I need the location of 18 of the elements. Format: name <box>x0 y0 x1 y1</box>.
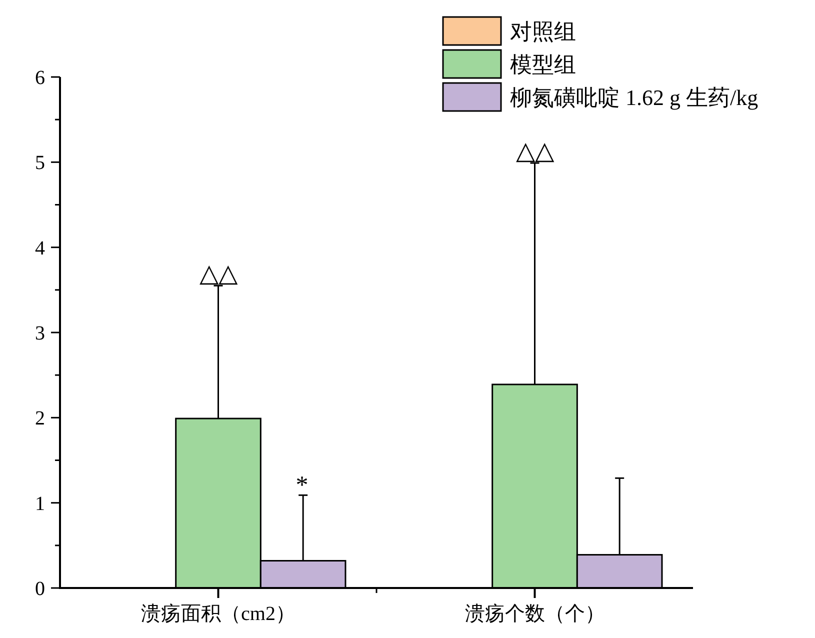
legend-item: 模型组 <box>442 49 576 79</box>
legend-label: 模型组 <box>510 52 576 77</box>
annotation: △△ <box>516 138 555 166</box>
y-tick-label: 5 <box>35 152 45 174</box>
legend-item: 柳氮磺吡啶 1.62 g 生药/kg <box>442 82 758 112</box>
y-tick-label: 4 <box>35 237 45 260</box>
y-tick-label: 2 <box>35 408 45 430</box>
annotation: △△ <box>199 260 238 288</box>
legend-label: 柳氮磺吡啶 1.62 g 生药/kg <box>510 85 758 110</box>
y-tick-label: 0 <box>35 578 45 600</box>
y-tick-label: 1 <box>35 492 45 515</box>
y-tick-label: 3 <box>35 322 45 344</box>
legend-item: 对照组 <box>442 16 576 46</box>
annotation: * <box>296 472 308 499</box>
y-tick-label: 6 <box>35 67 45 89</box>
legend-label: 对照组 <box>510 19 576 44</box>
x-tick-label: 溃疡面积（cm2） <box>141 603 296 625</box>
x-tick-label: 溃疡个数（个） <box>464 603 605 625</box>
